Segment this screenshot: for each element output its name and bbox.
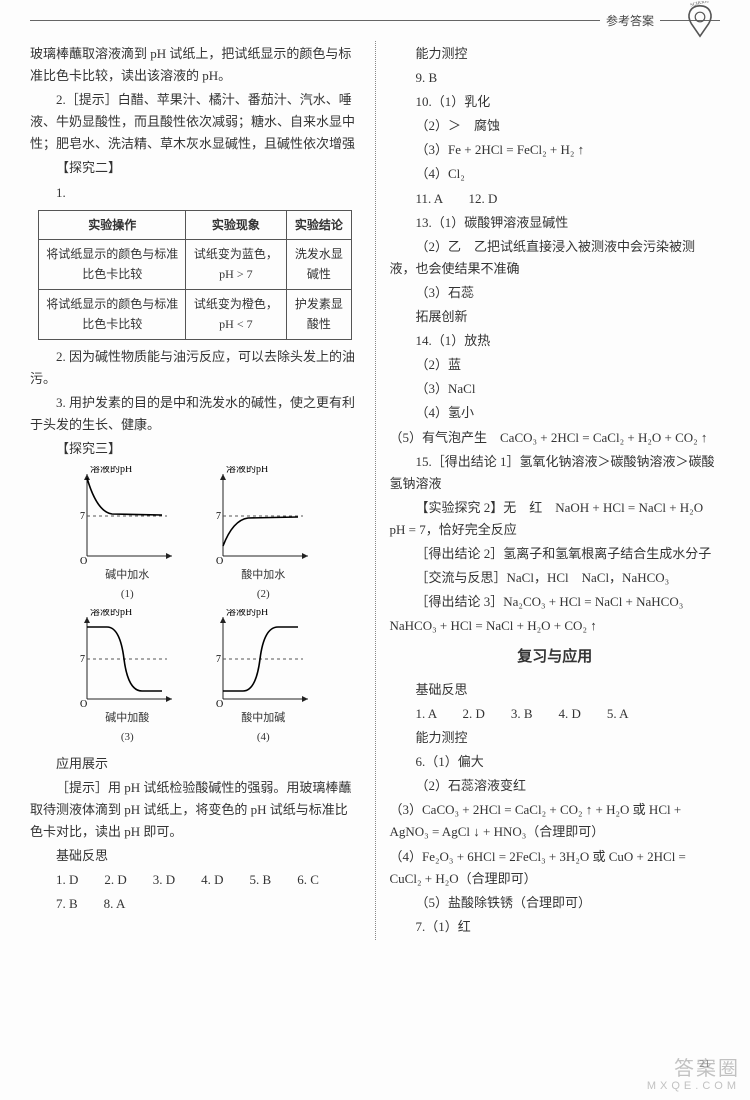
answers-line: （2）石蕊溶液变红 xyxy=(390,775,721,797)
table-header: 实验现象 xyxy=(186,210,286,239)
body-text: ［交流与反思］NaCl，HCl NaCl，NaHCO₃ xyxy=(390,567,721,589)
page-header: 参考答案 xyxy=(600,11,660,31)
chart-tag: (4) xyxy=(257,731,270,743)
body-text: ［提示］用 pH 试纸检验酸碱性的强弱。用玻璃棒蘸取待测液体滴到 pH 试纸上，… xyxy=(30,777,361,843)
answers-line: （3）NaCl xyxy=(390,378,721,400)
svg-text:溶液的pH: 溶液的pH xyxy=(226,466,268,475)
section-head: 能力测控 xyxy=(390,727,721,749)
answers-line: （2）蓝 xyxy=(390,354,721,376)
body-text: 3. 用护发素的目的是中和洗发水的碱性，使之更有利于头发的生长、健康。 xyxy=(30,392,361,436)
svg-text:O: O xyxy=(216,556,223,566)
answers-line: 6.（1）偏大 xyxy=(390,751,721,773)
body-text: 15.［得出结论 1］氢氧化钠溶液＞碳酸钠溶液＞碳酸氢钠溶液 xyxy=(390,451,721,495)
chart-tag: (1) xyxy=(62,585,192,604)
answers-line: 11. A 12. D xyxy=(390,188,721,210)
chapter-head: 复习与应用 xyxy=(390,645,721,671)
svg-text:7: 7 xyxy=(216,511,221,522)
answers-line: 1. A 2. D 3. B 4. D 5. A xyxy=(390,703,721,725)
body-text: 1. xyxy=(30,182,361,204)
ph-chart-2: 7 溶液的pH O 酸中加水 (2) xyxy=(198,466,328,603)
body-text: ［得出结论 3］Na₂CO₃ + HCl = NaCl + NaHCO₃ xyxy=(390,591,721,613)
chart-group: 7 溶液的pH O 碱中加水 (1) 7 xyxy=(30,466,361,747)
body-text: 【实验探究 2】无 红 NaOH + HCl = NaCl + H₂O pH =… xyxy=(390,497,721,541)
school-logo: SCHOOL xyxy=(680,1,720,47)
answers-line: （3）Fe + 2HCl = FeCl₂ + H₂ ↑ xyxy=(390,139,721,161)
chart-tag: (2) xyxy=(257,588,270,600)
answers-line: （4）Cl₂ xyxy=(390,163,721,185)
section-head: 【探究三】 xyxy=(30,438,361,460)
chart-xlabel: 酸中加水 xyxy=(241,569,285,581)
section-head: 能力测控 xyxy=(390,43,721,65)
answers-line: 7. B 8. A xyxy=(30,893,361,915)
column-divider xyxy=(375,41,376,940)
left-column: 玻璃棒蘸取溶液滴到 pH 试纸上，把试纸显示的颜色与标准比色卡比较，读出该溶液的… xyxy=(30,41,361,940)
table-header: 实验结论 xyxy=(286,210,352,239)
body-text: NaHCO₃ + HCl = NaCl + H₂O + CO₂ ↑ xyxy=(390,615,721,637)
table-cell: 试纸变为橙色，pH < 7 xyxy=(186,289,286,339)
svg-text:O: O xyxy=(80,556,87,566)
answers-line: 1. D 2. D 3. D 4. D 5. B 6. C xyxy=(30,869,361,891)
answers-line: 10.（1）乳化 xyxy=(390,91,721,113)
body-text: 2. 因为碱性物质能与油污反应，可以去除头发上的油污。 xyxy=(30,346,361,390)
svg-text:7: 7 xyxy=(80,511,85,522)
answers-line: 9. B xyxy=(390,67,721,89)
section-head: 【探究二】 xyxy=(30,157,361,179)
table-cell: 试纸变为蓝色，pH > 7 xyxy=(186,240,286,290)
body-text: ［得出结论 2］氢离子和氢氧根离子结合生成水分子 xyxy=(390,543,721,565)
section-head: 基础反思 xyxy=(390,679,721,701)
section-head: 应用展示 xyxy=(30,753,361,775)
table-cell: 将试纸显示的颜色与标准比色卡比较 xyxy=(39,240,186,290)
answers-line: （4）氢小 xyxy=(390,402,721,424)
right-column: 能力测控 9. B 10.（1）乳化 （2）＞ 腐蚀 （3）Fe + 2HCl … xyxy=(390,41,721,940)
svg-text:溶液的pH: 溶液的pH xyxy=(226,609,268,618)
answers-line: 14.（1）放热 xyxy=(390,330,721,352)
table-header: 实验操作 xyxy=(39,210,186,239)
body-text: （3）CaCO₃ + 2HCl = CaCl₂ + CO₂ ↑ + H₂O 或 … xyxy=(390,799,721,843)
answers-line: （2）＞ 腐蚀 xyxy=(390,115,721,137)
svg-text:溶液的pH: 溶液的pH xyxy=(90,609,132,618)
chart-tag: (3) xyxy=(121,731,134,743)
answers-line: 13.（1）碳酸钾溶液显碱性 xyxy=(390,212,721,234)
body-text: （5）有气泡产生 CaCO₃ + 2HCl = CaCl₂ + H₂O + CO… xyxy=(390,427,721,449)
body-text: （2）乙 乙把试纸直接浸入被测液中会污染被测液，也会使结果不准确 xyxy=(390,236,721,280)
table-cell: 将试纸显示的颜色与标准比色卡比较 xyxy=(39,289,186,339)
body-text: （4）Fe₂O₃ + 6HCl = 2FeCl₃ + 3H₂O 或 CuO + … xyxy=(390,846,721,890)
body-text: 玻璃棒蘸取溶液滴到 pH 试纸上，把试纸显示的颜色与标准比色卡比较，读出该溶液的… xyxy=(30,43,361,87)
ph-chart-4: 7 溶液的pH O 酸中加碱 (4) xyxy=(198,609,328,746)
ph-chart-3: 7 溶液的pH O 碱中加酸 (3) xyxy=(62,609,192,746)
section-head: 基础反思 xyxy=(30,845,361,867)
svg-text:7: 7 xyxy=(216,654,221,665)
chart-xlabel: 酸中加碱 xyxy=(241,712,285,724)
svg-text:O: O xyxy=(80,699,87,709)
svg-text:7: 7 xyxy=(80,654,85,665)
svg-text:O: O xyxy=(216,699,223,709)
watermark: 答案圈 MXQE.COM xyxy=(647,1058,740,1092)
svg-text:溶液的pH: 溶液的pH xyxy=(90,466,132,475)
answers-line: （3）石蕊 xyxy=(390,282,721,304)
table-cell: 护发素显酸性 xyxy=(286,289,352,339)
body-text: 2.［提示］白醋、苹果汁、橘汁、番茄汁、汽水、唾液、牛奶显酸性，而且酸性依次减弱… xyxy=(30,89,361,155)
answers-line: （5）盐酸除铁锈（合理即可） xyxy=(390,892,721,914)
experiment-table: 实验操作 实验现象 实验结论 将试纸显示的颜色与标准比色卡比较 试纸变为蓝色，p… xyxy=(38,210,352,340)
section-head: 拓展创新 xyxy=(390,306,721,328)
answers-line: 7.（1）红 xyxy=(390,916,721,938)
chart-xlabel: 碱中加酸 xyxy=(105,712,149,724)
table-cell: 洗发水显碱性 xyxy=(286,240,352,290)
chart-xlabel: 碱中加水 xyxy=(62,566,192,585)
ph-chart-1: 7 溶液的pH O 碱中加水 (1) xyxy=(62,466,192,603)
